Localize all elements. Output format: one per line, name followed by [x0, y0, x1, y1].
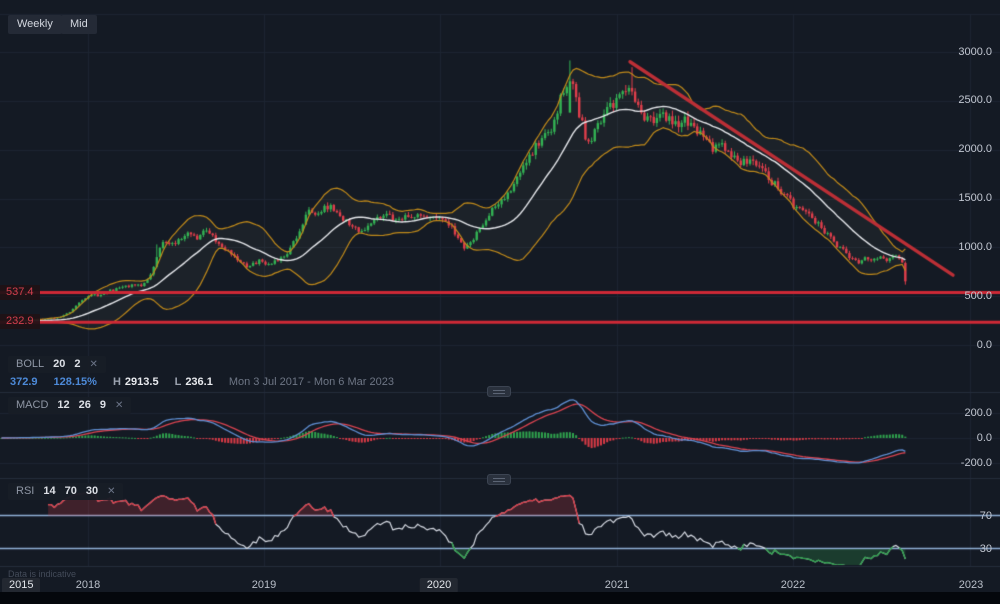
macd-indicator-label[interactable]: MACD 12 26 9 ✕ [8, 397, 132, 414]
rsi-indicator-label[interactable]: RSI 14 70 30 ✕ [8, 483, 124, 500]
price-line-label: 232.9 [0, 314, 40, 330]
rsi-close-icon[interactable]: ✕ [107, 485, 116, 497]
macd-close-icon[interactable]: ✕ [115, 399, 124, 411]
panel-resize-handle-macd[interactable] [487, 386, 511, 397]
timeframe-button-weekly[interactable]: Weekly [8, 15, 62, 34]
price-line-label: 537.4 [0, 284, 40, 300]
bottom-bar [0, 592, 1000, 604]
rsi-tick-label: 70 [979, 509, 992, 522]
price-mode-button-mid[interactable]: Mid [61, 15, 97, 34]
price-tick-label: 3000.0 [958, 45, 992, 58]
rsi-name: RSI [16, 485, 35, 497]
panel-resize-handle-rsi[interactable] [487, 474, 511, 485]
macd-param-slow: 26 [78, 399, 91, 411]
data-indicative-note: Data is indicative [8, 569, 77, 579]
time-tick-label: 2023 [958, 579, 984, 591]
macd-param-signal: 9 [99, 399, 107, 411]
price-change-value: 372.9 [10, 376, 38, 388]
price-tick-label: 1000.0 [958, 240, 992, 253]
macd-tick-label: 0.0 [976, 431, 992, 444]
boll-param-mult: 2 [74, 358, 81, 370]
range-high: H 2913.5 [112, 376, 159, 388]
time-tick-label: 2021 [604, 579, 630, 591]
macd-name: MACD [16, 399, 49, 411]
time-tick-label: 2022 [780, 579, 806, 591]
rsi-param-lower: 30 [85, 485, 99, 497]
price-tick-label: 2000.0 [958, 143, 992, 156]
macd-tick-label: 200.0 [964, 406, 992, 419]
boll-indicator-label[interactable]: BOLL 20 2 ✕ [8, 356, 106, 373]
macd-tick-label: -200.0 [960, 456, 992, 469]
rsi-param-period: 14 [43, 485, 56, 497]
macd-param-fast: 12 [57, 399, 70, 411]
time-tick-label: 2020 [419, 578, 459, 593]
price-tick-label: 1500.0 [958, 192, 992, 204]
boll-name: BOLL [16, 358, 45, 370]
date-range: Mon 3 Jul 2017 - Mon 6 Mar 2023 [228, 376, 394, 388]
boll-close-icon[interactable]: ✕ [89, 358, 98, 370]
time-tick-label: 2018 [75, 579, 101, 591]
price-tick-label: 500.0 [964, 289, 992, 302]
time-tick-label: 2015 [2, 578, 41, 593]
rsi-tick-label: 30 [979, 542, 992, 555]
price-tick-label: 0.0 [976, 338, 992, 351]
time-tick-label: 2019 [251, 579, 277, 591]
ohlc-info-bar: 372.9 128.15% H 2913.5 L 236.1 Mon 3 Jul 2… [10, 377, 394, 388]
range-low: L 236.1 [174, 376, 213, 388]
rsi-param-upper: 70 [64, 485, 77, 497]
boll-param-period: 20 [53, 358, 66, 370]
price-tick-label: 2500.0 [958, 94, 992, 107]
price-change-percent: 128.15% [53, 376, 97, 388]
